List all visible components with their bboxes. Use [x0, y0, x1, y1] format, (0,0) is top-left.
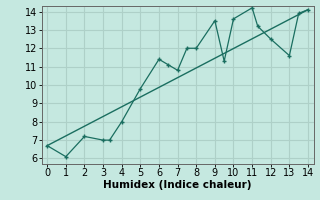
- X-axis label: Humidex (Indice chaleur): Humidex (Indice chaleur): [103, 180, 252, 190]
